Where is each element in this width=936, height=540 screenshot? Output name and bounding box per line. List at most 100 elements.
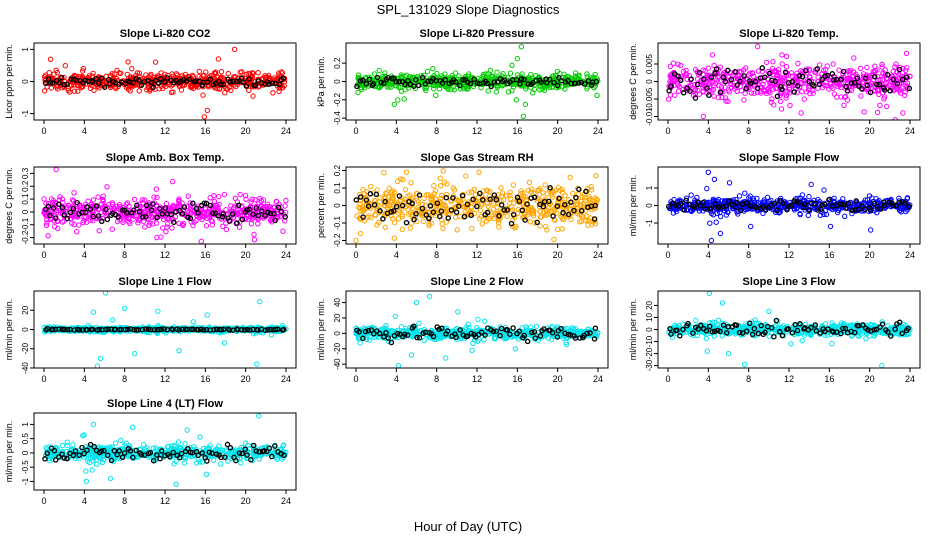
overlay-point: [726, 198, 732, 204]
data-point: [402, 186, 409, 193]
data-point: [500, 71, 506, 77]
outlier-point: [518, 44, 525, 50]
overlay-point: [442, 76, 448, 83]
data-point: [874, 200, 880, 207]
data-point: [248, 221, 255, 227]
overlay-point: [242, 327, 248, 333]
overlay-point: [268, 326, 274, 333]
data-point: [154, 194, 160, 201]
overlay-point: [838, 76, 844, 83]
overlay-point: [354, 83, 360, 90]
data-point: [41, 88, 48, 94]
data-point: [174, 203, 180, 210]
data-point: [543, 223, 549, 230]
x-tick-label: 4: [706, 250, 711, 260]
overlay-point: [391, 208, 397, 214]
overlay-point: [568, 199, 574, 205]
data-point: [95, 194, 101, 200]
data-point: [170, 89, 176, 95]
data-point: [258, 198, 264, 204]
outlier-point: [755, 43, 761, 50]
outlier-point: [900, 110, 906, 116]
data-point: [573, 202, 579, 208]
data-point: [507, 192, 513, 199]
y-axis-label: ml/min per min.: [628, 175, 638, 237]
data-point: [555, 226, 561, 233]
overlay-point: [366, 76, 373, 83]
data-point: [431, 72, 437, 79]
overlay-point: [546, 76, 553, 83]
x-tick-label: 20: [241, 126, 251, 136]
outlier-point: [808, 181, 814, 188]
overlay-point: [252, 82, 259, 89]
overlay-point: [754, 85, 761, 91]
data-point: [761, 87, 767, 93]
outlier-point: [514, 55, 520, 62]
data-point: [719, 94, 725, 101]
data-point: [172, 214, 179, 220]
overlay-point: [510, 211, 517, 218]
data-point: [830, 61, 836, 67]
data-point: [504, 213, 510, 219]
data-point: [573, 74, 579, 80]
overlay-point: [762, 74, 768, 81]
overlay-point: [93, 203, 100, 209]
overlay-point: [747, 80, 754, 86]
data-point: [205, 211, 211, 217]
data-point: [280, 84, 286, 91]
overlay-point: [896, 66, 903, 73]
overlay-point: [61, 326, 68, 333]
overlay-point: [140, 214, 146, 220]
overlay-point: [752, 78, 759, 85]
overlay-point: [459, 192, 466, 199]
y-tick-label: -40: [21, 362, 30, 374]
y-tick-label: 0: [21, 209, 30, 214]
overlay-point: [484, 80, 491, 87]
data-point: [551, 189, 557, 195]
data-point: [255, 221, 261, 227]
x-tick-label: 8: [122, 126, 127, 136]
overlay-point: [801, 201, 808, 207]
overlay-point: [862, 75, 869, 82]
x-tick-label: 8: [746, 250, 751, 260]
overlay-point: [819, 202, 826, 208]
overlay-point: [743, 85, 749, 92]
data-point: [670, 210, 677, 216]
data-point: [169, 225, 175, 231]
outlier-point: [53, 67, 59, 74]
overlay-point: [434, 200, 441, 206]
data-point: [249, 73, 255, 79]
overlay-point: [717, 203, 723, 210]
data-point: [521, 211, 528, 218]
overlay-point: [363, 80, 370, 87]
data-point: [842, 213, 848, 220]
data-point: [467, 209, 473, 216]
overlay-point: [814, 66, 820, 72]
overlay-point: [766, 70, 773, 77]
data-point: [486, 193, 492, 199]
x-tick-label: 12: [160, 250, 170, 260]
overlay-point: [253, 205, 260, 211]
data-point: [746, 86, 752, 92]
overlay-point: [103, 206, 109, 213]
overlay-point: [470, 196, 476, 203]
data-point: [713, 219, 719, 225]
overlay-point: [680, 90, 687, 96]
data-point: [62, 62, 69, 69]
overlay-point: [508, 220, 515, 227]
overlay-point: [430, 209, 437, 215]
x-tick-label: 0: [665, 250, 670, 260]
data-point: [114, 203, 120, 210]
plot-points: [666, 43, 913, 120]
data-point: [441, 179, 448, 185]
overlay-point: [198, 326, 204, 333]
data-point: [408, 220, 415, 226]
data-point: [276, 70, 282, 76]
data-point: [584, 71, 590, 77]
overlay-point: [859, 86, 865, 92]
data-point: [871, 208, 877, 214]
data-point: [555, 184, 562, 191]
data-point: [160, 225, 166, 231]
data-point: [559, 226, 565, 232]
